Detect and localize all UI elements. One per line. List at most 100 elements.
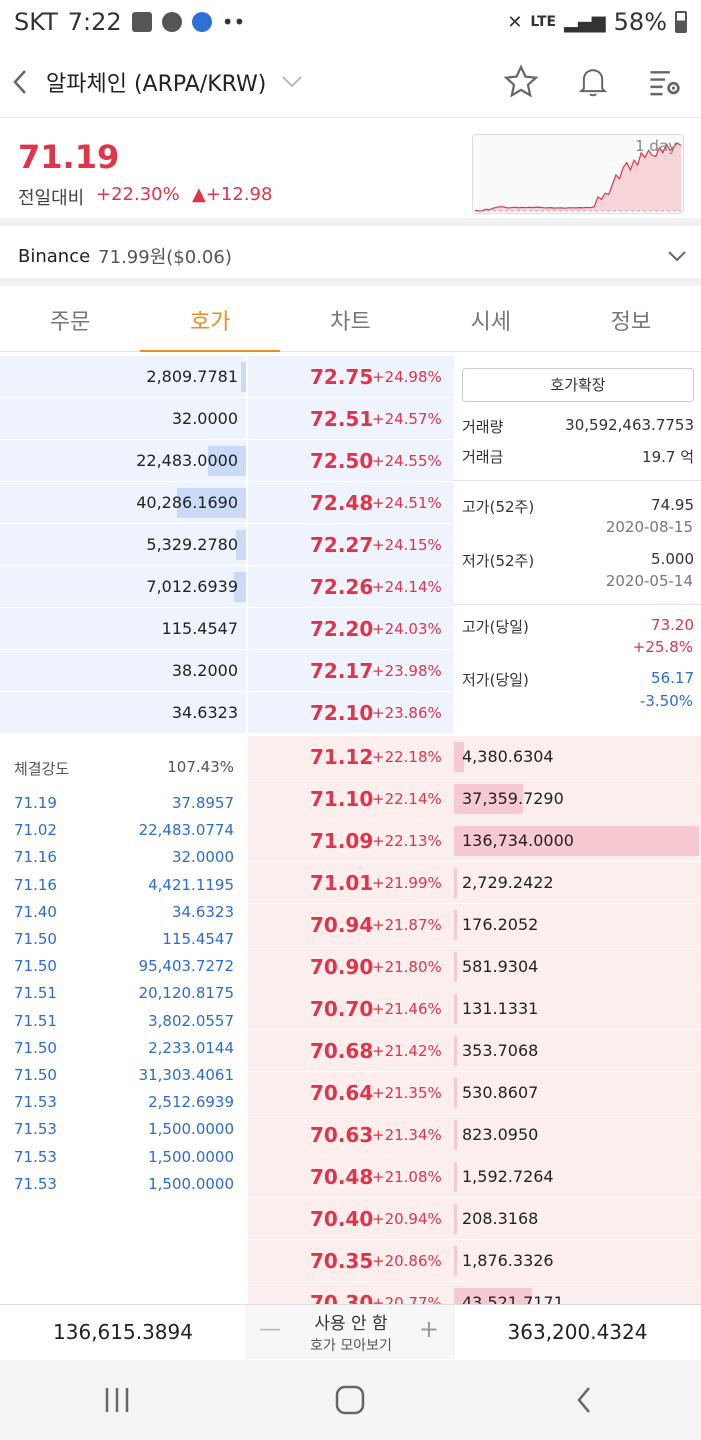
alert-button[interactable]	[557, 46, 629, 118]
trade-row: 71.53 1,500.0000	[14, 1175, 234, 1193]
bid-qty-bar	[454, 742, 464, 772]
bid-row[interactable]: 70.40 +20.94% 208.3168	[0, 1198, 701, 1240]
bid-price-cell[interactable]: 70.48 +21.08%	[248, 1156, 454, 1198]
bid-row[interactable]: 71.01 +21.99% 2,729.2422	[0, 862, 701, 904]
bid-price-cell[interactable]: 70.90 +21.80%	[248, 946, 454, 988]
tab-orderbook[interactable]: 호가	[140, 288, 281, 352]
bid-row[interactable]: 70.68 +21.42% 353.7068	[0, 1030, 701, 1072]
expand-orderbook-button[interactable]: 호가확장	[462, 368, 694, 402]
system-back-button[interactable]	[544, 1360, 624, 1440]
high-day-value: 73.20	[651, 616, 694, 634]
change-label: 전일대비	[18, 188, 85, 209]
ask-row[interactable]: 22,483.0000 72.50 +24.55%	[0, 440, 701, 482]
bid-price-cell[interactable]: 70.64 +21.35%	[248, 1072, 454, 1114]
bid-price-cell[interactable]: 70.63 +21.34%	[248, 1114, 454, 1156]
tab-chart[interactable]: 차트	[330, 309, 371, 335]
home-button[interactable]	[310, 1360, 390, 1440]
favorite-button[interactable]	[485, 46, 557, 118]
ask-row[interactable]: 38.2000 72.17 +23.98%	[0, 650, 701, 692]
ask-price-cell[interactable]: 72.48 +24.51%	[248, 482, 454, 524]
ask-row[interactable]: 115.4547 72.20 +24.03%	[0, 608, 701, 650]
low-52w-label: 저가(52주)	[462, 552, 535, 570]
bid-row[interactable]: 70.63 +21.34% 823.0950	[0, 1114, 701, 1156]
ask-price-cell[interactable]: 72.26 +24.14%	[248, 566, 454, 608]
exchange-chevron-icon[interactable]	[665, 244, 689, 268]
bid-price-cell[interactable]: 70.94 +21.87%	[248, 904, 454, 946]
aggregate-mode[interactable]: 사용 안 함	[314, 1314, 388, 1334]
ask-price-cell[interactable]: 72.75 +24.98%	[248, 356, 454, 398]
bid-qty: 131.1331	[462, 999, 539, 1018]
system-nav-bar	[0, 1360, 701, 1440]
mini-price-chart[interactable]: 1 day	[472, 134, 684, 214]
tab-market-price[interactable]: 시세	[470, 309, 511, 335]
bid-qty: 176.2052	[462, 915, 539, 934]
ask-change-pct: +24.15%	[372, 536, 442, 554]
ask-row[interactable]: 34.6323 72.10 +23.86%	[0, 692, 701, 734]
bid-qty-bar	[454, 1162, 457, 1192]
ask-row[interactable]: 5,329.2780 72.27 +24.15%	[0, 524, 701, 566]
ask-price: 72.10	[310, 701, 374, 725]
bid-row[interactable]: 70.48 +21.08% 1,592.7264	[0, 1156, 701, 1198]
ask-qty-cell: 32.0000	[0, 398, 246, 440]
ask-row[interactable]: 2,809.7781 72.75 +24.98%	[0, 356, 701, 398]
ask-row[interactable]: 40,286.1690 72.48 +24.51%	[0, 482, 701, 524]
ask-price-cell[interactable]: 72.50 +24.55%	[248, 440, 454, 482]
bid-price-cell[interactable]: 70.30 +20.77%	[248, 1282, 454, 1304]
ask-price-cell[interactable]: 72.51 +24.57%	[248, 398, 454, 440]
ask-change-pct: +23.98%	[372, 662, 442, 680]
trade-qty: 3,802.0557	[148, 1011, 234, 1030]
back-button[interactable]	[0, 46, 40, 118]
aggregate-minus-button[interactable]: —	[259, 1317, 281, 1342]
tab-order[interactable]: 주문	[49, 309, 91, 335]
bid-row[interactable]: 71.09 +22.13% 136,734.0000	[0, 820, 701, 862]
bid-row[interactable]: 70.90 +21.80% 581.9304	[0, 946, 701, 988]
ask-row[interactable]: 32.0000 72.51 +24.57%	[0, 398, 701, 440]
tab-bar: 주문 호가 차트 시세 정보	[0, 288, 701, 352]
high-day-label: 고가(당일)	[462, 618, 529, 636]
recent-apps-icon	[105, 1388, 129, 1412]
bid-row[interactable]: 70.30 +20.77% 43,521.7171	[0, 1282, 701, 1304]
bid-row[interactable]: 70.94 +21.87% 176.2052	[0, 904, 701, 946]
ask-price-cell[interactable]: 72.10 +23.86%	[248, 692, 454, 734]
bid-row[interactable]: 70.70 +21.46% 131.1331	[0, 988, 701, 1030]
tab-info[interactable]: 정보	[610, 309, 652, 335]
bid-price-cell[interactable]: 71.01 +21.99%	[248, 862, 454, 904]
bid-price-cell[interactable]: 70.70 +21.46%	[248, 988, 454, 1030]
coin-selector-chevron-icon[interactable]	[280, 70, 304, 94]
ask-price: 72.20	[310, 617, 374, 641]
ask-change-pct: +24.98%	[372, 368, 442, 386]
bid-row[interactable]: 70.35 +20.86% 1,876.3326	[0, 1240, 701, 1282]
coin-title[interactable]: 알파체인 (ARPA/KRW)	[46, 71, 267, 97]
aggregate-plus-button[interactable]: +	[418, 1315, 439, 1343]
ask-price-cell[interactable]: 72.20 +24.03%	[248, 608, 454, 650]
bid-price-cell[interactable]: 71.10 +22.14%	[248, 778, 454, 820]
volume-value: 30,592,463.7753	[565, 416, 694, 434]
ask-price-cell[interactable]: 72.27 +24.15%	[248, 524, 454, 566]
bid-price: 71.10	[310, 787, 374, 811]
ask-price-cell[interactable]: 72.17 +23.98%	[248, 650, 454, 692]
bid-qty: 1,592.7264	[462, 1167, 554, 1186]
bid-change-pct: +21.34%	[372, 1126, 442, 1144]
bid-price-cell[interactable]: 71.09 +22.13%	[248, 820, 454, 862]
exchange-row[interactable]: Binance 71.99원($0.06)	[0, 234, 701, 286]
more-notifications-icon: ••	[221, 10, 246, 34]
bid-price-cell[interactable]: 70.68 +21.42%	[248, 1030, 454, 1072]
recent-apps-button[interactable]	[77, 1360, 157, 1440]
bid-change-pct: +22.18%	[372, 748, 442, 766]
settings-button[interactable]	[629, 46, 701, 118]
status-bar: SKT 7:22 •• ✕ LTE ▂▄▆ 58%	[0, 0, 701, 44]
exchange-name: Binance	[18, 245, 91, 267]
bid-row[interactable]: 71.10 +22.14% 37,359.7290	[0, 778, 701, 820]
bid-row[interactable]: 70.64 +21.35% 530.8607	[0, 1072, 701, 1114]
bid-price-cell[interactable]: 70.40 +20.94%	[248, 1198, 454, 1240]
trade-qty: 32.0000	[171, 848, 234, 867]
bid-price: 70.30	[310, 1291, 374, 1304]
bid-price-cell[interactable]: 70.35 +20.86%	[248, 1240, 454, 1282]
ask-qty-cell: 115.4547	[0, 608, 246, 650]
bid-row[interactable]: 71.12 +22.18% 4,380.6304	[0, 736, 701, 778]
trade-strength-value: 107.43%	[167, 758, 234, 776]
trade-price: 71.53	[14, 1093, 57, 1112]
ask-row[interactable]: 7,012.6939 72.26 +24.14%	[0, 566, 701, 608]
ask-qty: 7,012.6939	[146, 577, 238, 596]
bid-price-cell[interactable]: 71.12 +22.18%	[248, 736, 454, 778]
